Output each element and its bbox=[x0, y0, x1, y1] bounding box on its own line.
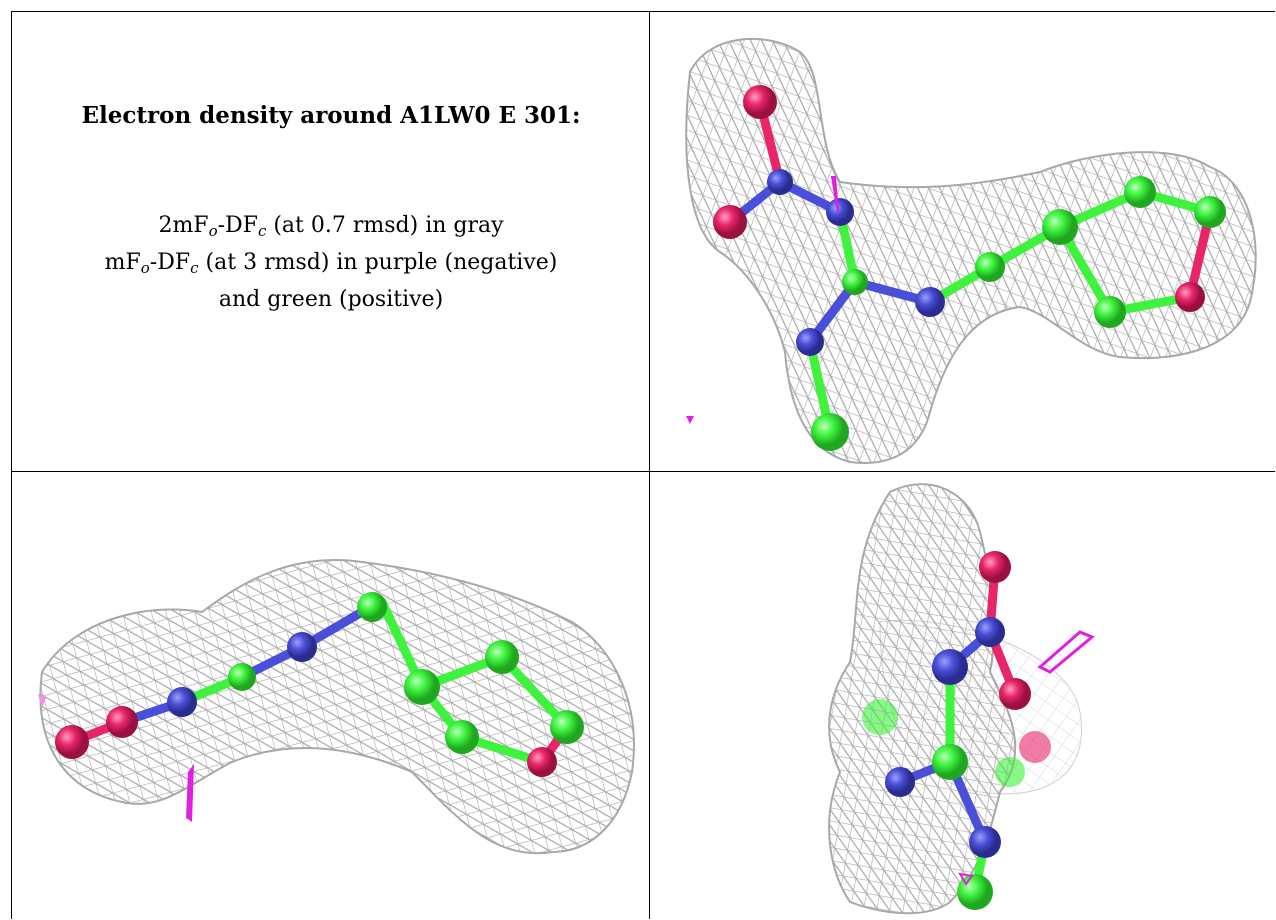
oxygen-atom bbox=[527, 747, 557, 777]
negative-density-blob bbox=[686, 416, 694, 424]
carbon-atom bbox=[975, 252, 1005, 282]
carbon-atom bbox=[404, 669, 440, 705]
table-border-middle bbox=[11, 471, 1275, 472]
oxygen-atom bbox=[106, 706, 138, 738]
carbon-atom bbox=[932, 744, 968, 780]
molecule-view-3 bbox=[828, 483, 1095, 915]
legend-line-3: and green (positive) bbox=[218, 287, 444, 312]
oxygen-atom bbox=[55, 725, 89, 759]
carbon-atom bbox=[1042, 209, 1078, 245]
figure-table: Electron density around A1LW0 E 301: 2mF… bbox=[11, 11, 1275, 919]
legend-line-2: mFo-DFc (at 3 rmsd) in purple (negative) bbox=[12, 247, 649, 284]
carbon-atom bbox=[1094, 296, 1126, 328]
legend-2-mid: -DF bbox=[149, 250, 191, 275]
carbon-atom bbox=[485, 640, 519, 674]
table-border-center bbox=[649, 11, 650, 919]
nitrogen-atom bbox=[767, 169, 793, 195]
atoms bbox=[862, 551, 1051, 910]
carbon-atom bbox=[550, 710, 584, 744]
nitrogen-atom bbox=[915, 287, 945, 317]
nitrogen-atom bbox=[826, 198, 854, 226]
nitrogen-atom bbox=[167, 687, 197, 717]
atoms bbox=[55, 592, 584, 777]
caption-cell: Electron density around A1LW0 E 301: 2mF… bbox=[12, 12, 649, 471]
carbon-atom bbox=[842, 269, 868, 295]
density-view-top-right bbox=[650, 12, 1275, 471]
nitrogen-atom bbox=[932, 649, 968, 685]
oxygen-atom bbox=[999, 678, 1031, 710]
carbon-atom-faint bbox=[995, 757, 1025, 787]
nitrogen-atom bbox=[885, 767, 915, 797]
negative-density-blob bbox=[1037, 630, 1095, 674]
legend-text: 2mFo-DFc (at 0.7 rmsd) in gray mFo-DFc (… bbox=[12, 210, 649, 316]
carbon-atom bbox=[445, 720, 479, 754]
nitrogen-atom bbox=[975, 617, 1005, 647]
nitrogen-atom bbox=[969, 826, 1001, 858]
atoms bbox=[713, 85, 1226, 451]
density-mesh bbox=[685, 37, 1257, 464]
density-view-bottom-right bbox=[650, 472, 1275, 919]
negative-density-blob bbox=[958, 872, 974, 886]
legend-1-sub-o: o bbox=[208, 222, 218, 240]
nitrogen-atom bbox=[796, 328, 824, 356]
oxygen-atom bbox=[713, 205, 747, 239]
legend-1-suffix: (at 0.7 rmsd) in gray bbox=[266, 213, 504, 238]
table-border-top bbox=[11, 11, 1275, 12]
legend-1-prefix: 2mF bbox=[158, 213, 209, 238]
figure-title: Electron density around A1LW0 E 301: bbox=[81, 102, 581, 129]
oxygen-atom bbox=[743, 85, 777, 119]
carbon-atom bbox=[1124, 176, 1156, 208]
negative-density-blob bbox=[38, 694, 46, 708]
legend-2-prefix: mF bbox=[104, 250, 141, 275]
legend-2-sub-c: c bbox=[190, 259, 199, 277]
carbon-atom bbox=[811, 413, 849, 451]
carbon-atom bbox=[357, 592, 387, 622]
molecule-view-2 bbox=[38, 559, 635, 855]
oxygen-atom bbox=[1175, 282, 1205, 312]
negative-density-blob bbox=[830, 176, 839, 213]
legend-2-sub-o: o bbox=[140, 259, 150, 277]
oxygen-atom bbox=[979, 551, 1011, 583]
carbon-atom-faint bbox=[862, 699, 898, 735]
negative-density-blob bbox=[186, 764, 194, 822]
nitrogen-atom bbox=[287, 632, 317, 662]
oxygen-atom-faint bbox=[1019, 731, 1051, 763]
carbon-atom bbox=[1194, 196, 1226, 228]
table-border-left bbox=[11, 11, 12, 919]
legend-line-1: 2mFo-DFc (at 0.7 rmsd) in gray bbox=[12, 210, 649, 247]
density-view-bottom-left bbox=[12, 472, 649, 919]
carbon-atom bbox=[228, 663, 256, 691]
legend-2-suffix: (at 3 rmsd) in purple (negative) bbox=[198, 250, 558, 275]
molecule-view-1 bbox=[685, 37, 1257, 464]
legend-1-sub-c: c bbox=[257, 222, 267, 240]
legend-1-mid: -DF bbox=[217, 213, 258, 238]
